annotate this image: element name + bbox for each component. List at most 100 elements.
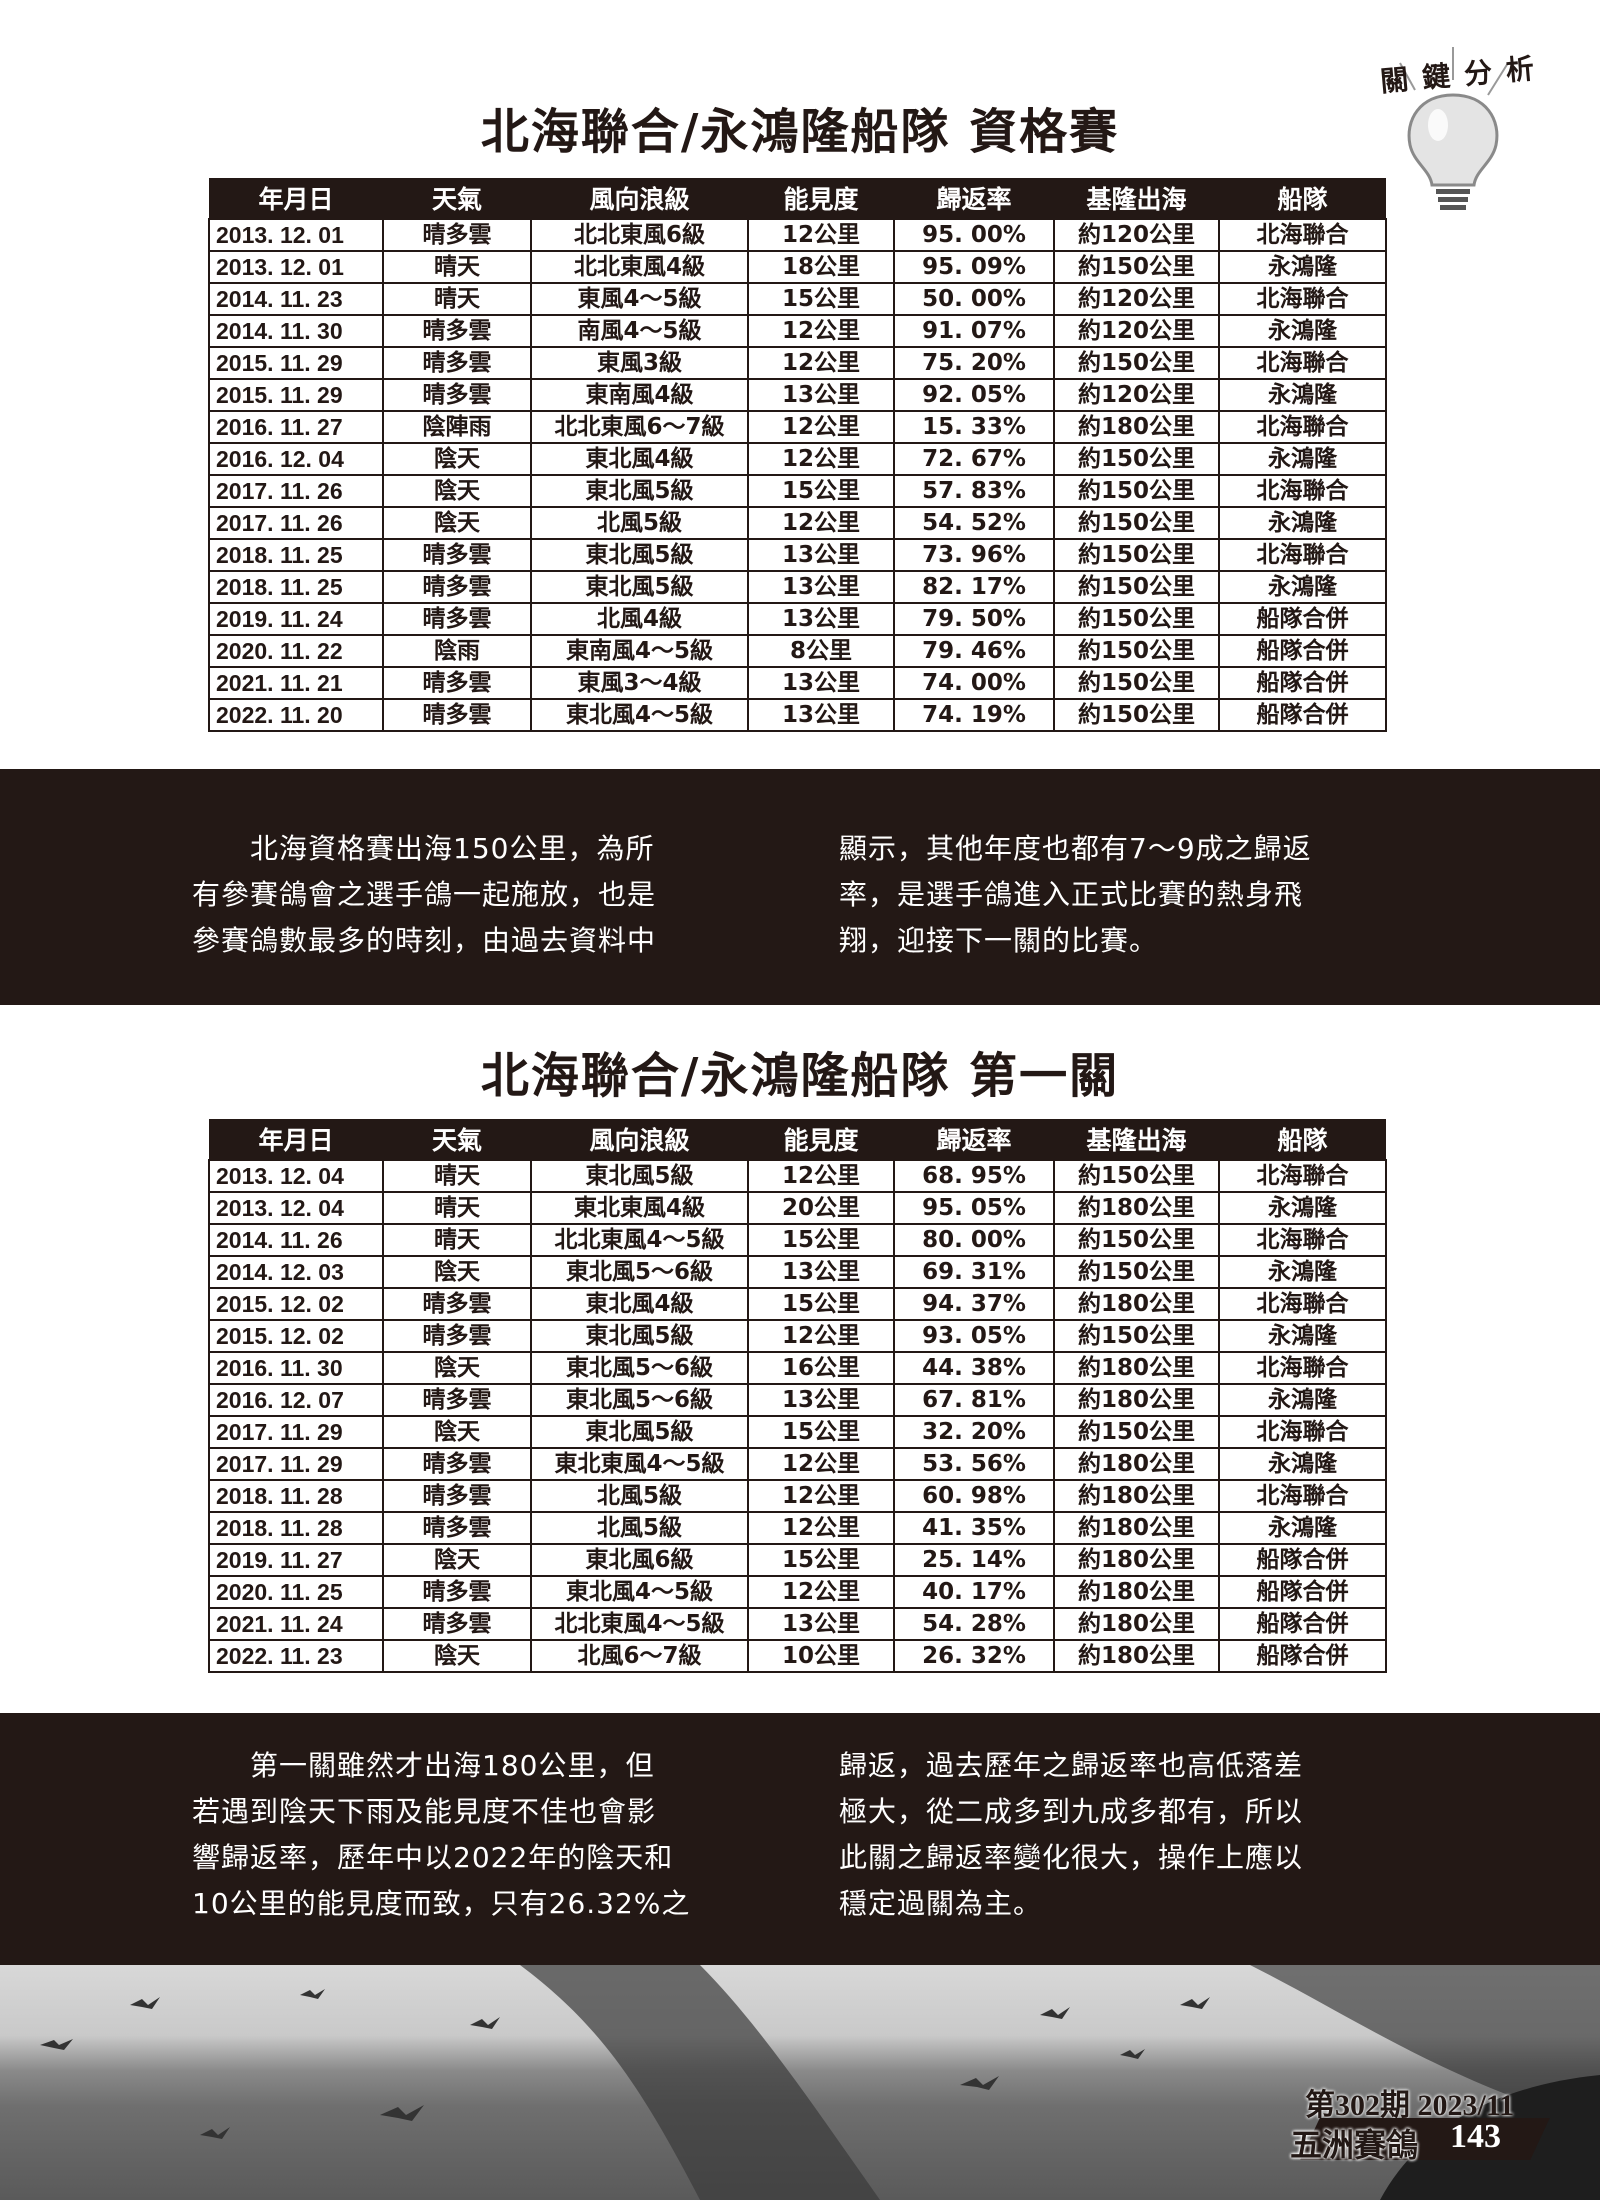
cell-wind-wave: 東北風5～6級 [530,1351,749,1385]
cell-return-rate: 26. 32% [893,1639,1055,1673]
table-row: 2015. 11. 29 晴多雲 東風3級 12公里 75. 20% 約150公里 北海聯合 [208,346,1387,380]
section2-title: 北海聯合/永鴻隆船隊 第一關 [480,1048,1120,1104]
first-stage-table: 年月日 天氣 風向浪級 能見度 歸返率 基隆出海 船隊 2013. 12. 04 晴天東北風5級… [208,1119,1387,1673]
cell-visibility: 8公里 [747,634,895,668]
cell-return-rate: 82. 17% [893,570,1055,604]
cell-date: 2018. 11. 25 [208,538,384,572]
cell-date: 2022. 11. 20 [208,698,384,732]
column-header-visibility: 能見度 [748,178,894,219]
section2-commentary: 第一關雖然才出海180公里，但 若遇到陰天下雨及能見度不佳也會影 響歸返率，歷年中以… [0,1713,1600,1965]
table-row: 2016. 12. 04 陰天 東北風4級 12公里 72. 67% 約150公里 永鴻隆 [208,442,1387,476]
cell-weather: 晴天 [382,282,532,316]
section1-title: 北海聯合/永鴻隆船隊 資格賽 [480,104,1120,160]
cell-visibility: 12公里 [747,1447,895,1481]
cell-return-rate: 25. 14% [893,1543,1055,1577]
column-header-weather: 天氣 [383,1119,531,1160]
cell-fleet: 永鴻隆 [1218,1447,1387,1481]
cell-keelung-distance: 約150公里 [1053,346,1220,380]
cell-fleet: 北海聯合 [1218,474,1387,508]
cell-keelung-distance: 約150公里 [1053,442,1220,476]
table-row: 2021. 11. 24 晴多雲 北北東風4～5級 13公里 54. 28% 約180公里… [208,1607,1387,1641]
cell-date: 2013. 12. 01 [208,250,384,284]
cell-visibility: 15公里 [747,1287,895,1321]
table-row: 2017. 11. 26 陰天 北風5級 12公里 54. 52% 約150公里 永鴻隆 [208,506,1387,540]
qualifier-table: 年月日 天氣 風向浪級 能見度 歸返率 基隆出海 船隊 2013. 12. 01 晴多雲 北北東風… [208,178,1387,732]
cell-return-rate: 79. 46% [893,634,1055,668]
cell-weather: 晴多雲 [382,1447,532,1481]
cell-visibility: 15公里 [747,1223,895,1257]
cell-return-rate: 74. 00% [893,666,1055,700]
cell-fleet: 船隊合併 [1218,1607,1387,1641]
cell-keelung-distance: 約180公里 [1053,1543,1220,1577]
cell-visibility: 13公里 [747,1383,895,1417]
cell-keelung-distance: 約150公里 [1053,570,1220,604]
cell-keelung-distance: 約120公里 [1053,282,1220,316]
cell-wind-wave: 東北風5級 [530,474,749,508]
table-row: 2014. 11. 30 晴多雲 南風4～5級 12公里 91. 07% 約120公里 永鴻… [208,314,1387,348]
cell-fleet: 船隊合併 [1218,602,1387,636]
cell-date: 2021. 11. 21 [208,666,384,700]
column-header-wind-wave: 風向浪級 [531,1119,748,1160]
cell-date: 2014. 11. 30 [208,314,384,348]
cell-return-rate: 60. 98% [893,1479,1055,1513]
cell-weather: 晴天 [382,1191,532,1225]
cell-weather: 晴多雲 [382,1287,532,1321]
cell-wind-wave: 東風4～5級 [530,282,749,316]
table-row: 2014. 11. 23 晴天 東風4～5級 15公里 50. 00% 約120公里 北海聯… [208,282,1387,316]
cell-wind-wave: 南風4～5級 [530,314,749,348]
cell-return-rate: 69. 31% [893,1255,1055,1289]
header-row: 年月日 天氣 風向浪級 能見度 歸返率 基隆出海 船隊 [209,1119,1386,1160]
cell-weather: 晴天 [382,1159,532,1193]
cell-weather: 陰陣雨 [382,410,532,444]
cell-wind-wave: 東風3級 [530,346,749,380]
cell-return-rate: 40. 17% [893,1575,1055,1609]
cell-date: 2013. 12. 04 [208,1159,384,1193]
cell-wind-wave: 東北風4～5級 [530,1575,749,1609]
cell-visibility: 10公里 [747,1639,895,1673]
commentary-right-column: 歸返，過去歷年之歸返率也高低落差 極大，從二成多到九成多都有，所以 此關之歸返率變化… [839,1743,1303,1927]
table-row: 2017. 11. 29 陰天 東北風5級 15公里 32. 20% 約150公里 北海聯合 [208,1415,1387,1449]
cell-fleet: 北海聯合 [1218,1479,1387,1513]
cell-return-rate: 92. 05% [893,378,1055,412]
section1-commentary: 北海資格賽出海150公里，為所 有參賽鴿會之選手鴿一起施放，也是 參賽鴿數最多的時刻… [0,769,1600,1005]
table-row: 2015. 11. 29 晴多雲 東南風4級 13公里 92. 05% 約120公里 永鴻隆 [208,378,1387,412]
cell-date: 2016. 11. 27 [208,410,384,444]
issue-label: 第302期 2023/11 [1305,2089,1515,2122]
cell-fleet: 北海聯合 [1218,346,1387,380]
cell-weather: 陰天 [382,1415,532,1449]
cell-date: 2018. 11. 25 [208,570,384,604]
commentary-left-column: 北海資格賽出海150公里，為所 有參賽鴿會之選手鴿一起施放，也是 參賽鴿數最多的時刻… [192,826,656,964]
cell-wind-wave: 東北風4級 [530,442,749,476]
cell-visibility: 15公里 [747,474,895,508]
cell-weather: 晴多雲 [382,346,532,380]
cell-visibility: 15公里 [747,1415,895,1449]
commentary-line: 極大，從二成多到九成多都有，所以 [839,1795,1304,1828]
cell-return-rate: 41. 35% [893,1511,1055,1545]
cell-fleet: 北海聯合 [1218,1287,1387,1321]
cell-date: 2017. 11. 26 [208,506,384,540]
cell-visibility: 12公里 [747,1511,895,1545]
cell-keelung-distance: 約120公里 [1053,314,1220,348]
cell-weather: 晴多雲 [382,1575,532,1609]
cell-date: 2017. 11. 29 [208,1415,384,1449]
cell-fleet: 永鴻隆 [1218,442,1387,476]
cell-wind-wave: 東南風4～5級 [530,634,749,668]
column-header-fleet: 船隊 [1219,1119,1386,1160]
cell-visibility: 18公里 [747,250,895,284]
cell-return-rate: 67. 81% [893,1383,1055,1417]
commentary-line: 若遇到陰天下雨及能見度不佳也會影 [192,1795,657,1828]
cell-keelung-distance: 約120公里 [1053,218,1220,252]
cell-weather: 陰天 [382,1255,532,1289]
magazine-logo: 五洲賽鴿 [1290,2126,1419,2164]
cell-visibility: 13公里 [747,698,895,732]
cell-return-rate: 68. 95% [893,1159,1055,1193]
cell-wind-wave: 東北風5級 [530,1415,749,1449]
cell-wind-wave: 北北東風4～5級 [530,1223,749,1257]
cell-return-rate: 80. 00% [893,1223,1055,1257]
cell-weather: 晴多雲 [382,538,532,572]
key-analysis-badge: 關鍵分析 [1360,45,1600,215]
commentary-line: 有參賽鴿會之選手鴿一起施放，也是 [192,878,657,911]
cell-keelung-distance: 約150公里 [1053,1255,1220,1289]
cell-wind-wave: 北風4級 [530,602,749,636]
cell-weather: 陰天 [382,1639,532,1673]
